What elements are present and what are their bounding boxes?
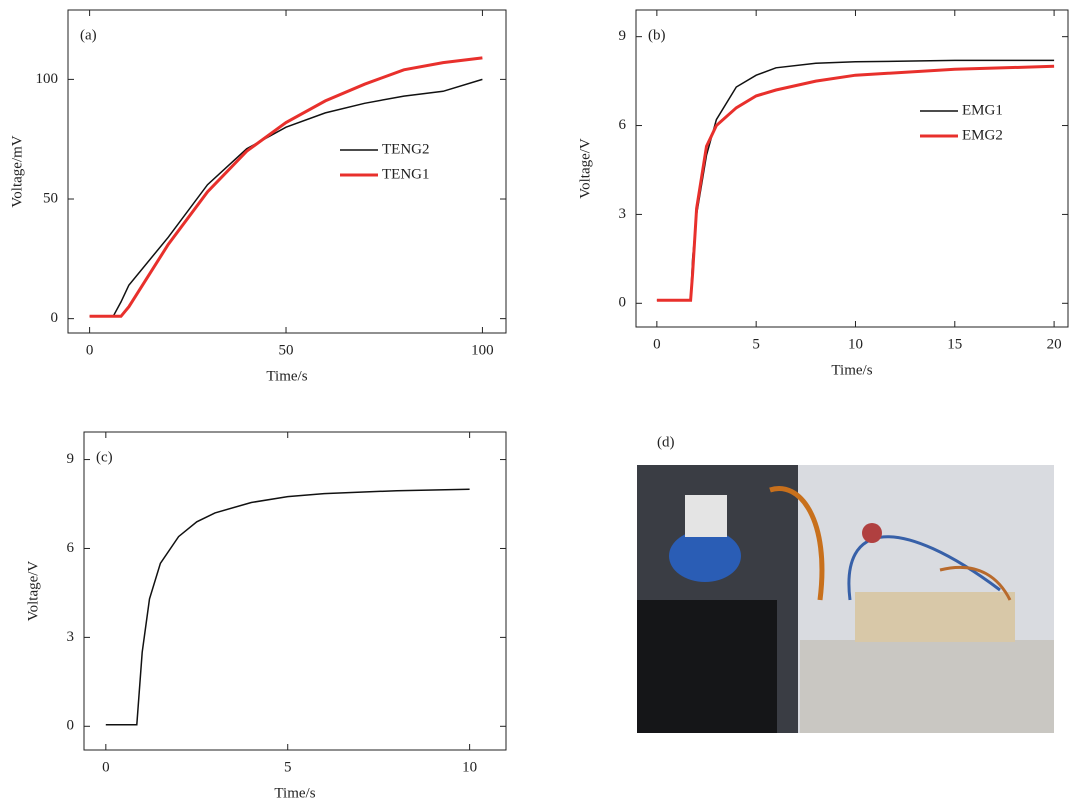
photo-label: (d) (657, 434, 675, 450)
x-axis-label: Time/s (831, 362, 872, 378)
photo-wire (939, 565, 1012, 601)
x-tick-label: 15 (947, 336, 962, 352)
x-tick-label: 5 (284, 759, 292, 775)
photo-box (800, 640, 1054, 733)
plot-frame (635, 9, 1069, 328)
photo-rotor (669, 530, 741, 582)
panel-label: (c) (96, 449, 113, 465)
x-tick-label: 10 (462, 759, 477, 775)
x-axis-label: Time/s (274, 785, 315, 801)
x-tick-label: 20 (1047, 336, 1062, 352)
panel-label: (a) (80, 27, 97, 43)
series-line (656, 59, 1055, 302)
panel-label: (b) (648, 27, 666, 43)
photo (637, 465, 1054, 733)
legend-label: EMG2 (962, 127, 1003, 143)
y-tick-label: 6 (67, 540, 75, 556)
x-tick-label: 0 (86, 342, 94, 358)
legend-label: EMG1 (962, 102, 1003, 118)
y-axis-label: Voltage/V (577, 138, 593, 199)
y-tick-label: 9 (619, 28, 627, 44)
y-axis-label: Voltage/V (25, 561, 41, 622)
y-tick-label: 3 (67, 629, 75, 645)
y-tick-label: 0 (619, 295, 627, 311)
y-tick-label: 0 (51, 310, 59, 326)
y-axis-label: Voltage/mV (9, 135, 25, 207)
x-tick-label: 0 (653, 336, 661, 352)
x-axis-label: Time/s (266, 368, 307, 384)
y-tick-label: 9 (67, 451, 75, 467)
y-tick-label: 100 (36, 71, 59, 87)
photo-wire (847, 535, 1001, 601)
series-line (89, 78, 483, 318)
photo-motor (685, 495, 727, 537)
series-line (656, 64, 1055, 302)
plot-frame (67, 9, 507, 334)
y-tick-label: 0 (67, 718, 75, 734)
series-line (89, 56, 483, 318)
x-tick-label: 10 (848, 336, 863, 352)
y-tick-label: 3 (619, 206, 627, 222)
y-tick-label: 6 (619, 117, 627, 133)
series-line (105, 488, 470, 726)
photo-wire (769, 486, 825, 601)
plot-frame (83, 431, 507, 751)
legend-label: TENG2 (382, 141, 430, 157)
photo-logo (862, 523, 882, 543)
x-tick-label: 50 (279, 342, 294, 358)
legend-label: TENG1 (382, 166, 430, 182)
photo-breadboard (855, 592, 1015, 642)
x-tick-label: 100 (471, 342, 494, 358)
x-tick-label: 5 (752, 336, 760, 352)
x-tick-label: 0 (102, 759, 110, 775)
y-tick-label: 50 (43, 190, 58, 206)
photo-machine (637, 600, 777, 733)
